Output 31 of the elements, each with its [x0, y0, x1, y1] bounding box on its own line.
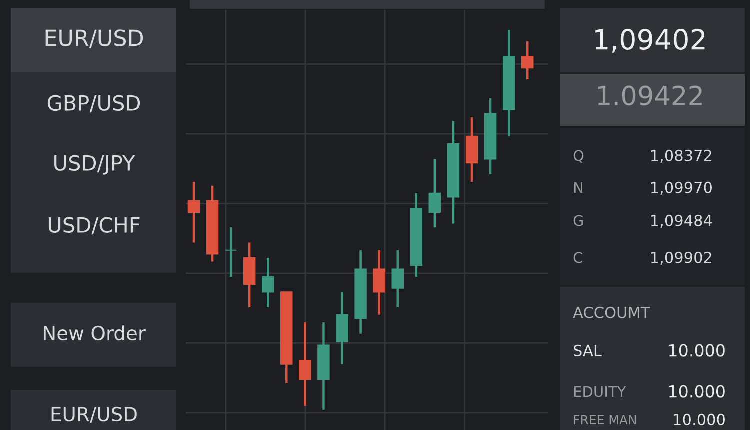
text: N — [574, 182, 582, 194]
text: 1,09970 — [652, 182, 712, 195]
text: 1,09402 — [596, 29, 705, 53]
text: 10.000 — [674, 414, 725, 426]
candlestick — [521, 40, 534, 81]
text: ACCOUMT — [573, 306, 650, 318]
text: SAL — [574, 344, 602, 356]
text: EDUITY — [574, 386, 626, 398]
text: EUR/USD — [46, 30, 144, 48]
candlestick — [373, 249, 386, 316]
text: 1,09484 — [652, 214, 712, 228]
candlestick — [224, 226, 238, 278]
text: FREE MAN — [574, 415, 636, 424]
text: 1,08372 — [652, 150, 712, 163]
candlestick — [428, 158, 442, 229]
candlestick — [299, 321, 312, 408]
text: Q — [574, 150, 584, 163]
text: New Order — [44, 326, 146, 341]
candlestick — [188, 180, 200, 244]
text: USD/JPY — [54, 155, 136, 175]
text: C — [574, 252, 582, 264]
text: GBP/USD — [48, 95, 140, 113]
text: USD/CHF — [48, 217, 140, 235]
candlestick — [392, 249, 404, 308]
text: 1.09422 — [598, 86, 702, 106]
text: 10.000 — [670, 385, 725, 398]
text: 1,09902 — [652, 252, 712, 265]
candlestick — [262, 256, 274, 308]
text: 10.000 — [670, 344, 725, 357]
text: G — [574, 215, 584, 226]
text: EUR/USD — [52, 406, 137, 424]
